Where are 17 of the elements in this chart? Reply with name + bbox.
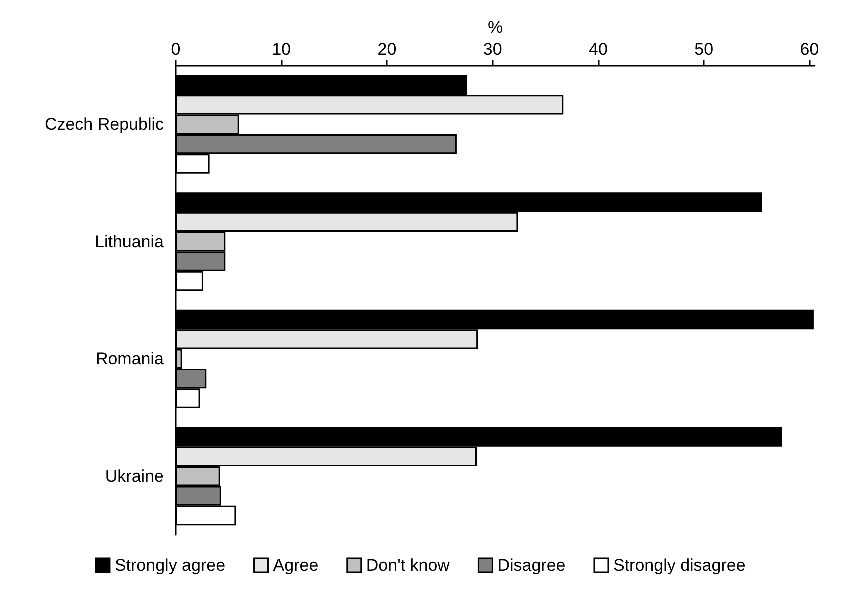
legend-label: Disagree xyxy=(498,556,566,575)
y-tick-label: Czech Republic xyxy=(44,115,164,134)
x-tick-label: 60 xyxy=(800,40,820,59)
x-tick-label: 10 xyxy=(272,40,292,59)
x-axis-title: % xyxy=(488,18,504,37)
y-tick-label: Ukraine xyxy=(105,466,164,486)
legend-label: Strongly disagree xyxy=(613,556,746,575)
x-tick-label: 50 xyxy=(694,40,714,59)
y-tick-label: Romania xyxy=(96,350,165,369)
legend-label: Strongly agree xyxy=(114,556,226,575)
x-tick-label: 40 xyxy=(589,40,608,59)
x-tick-label: 30 xyxy=(483,40,502,59)
x-tick-label: 20 xyxy=(378,40,397,59)
y-tick-label: Lithuania xyxy=(94,232,165,252)
legend-label: Don't know xyxy=(366,556,451,575)
legend-label: Agree xyxy=(273,556,319,575)
x-tick-label: 0 xyxy=(171,40,181,59)
